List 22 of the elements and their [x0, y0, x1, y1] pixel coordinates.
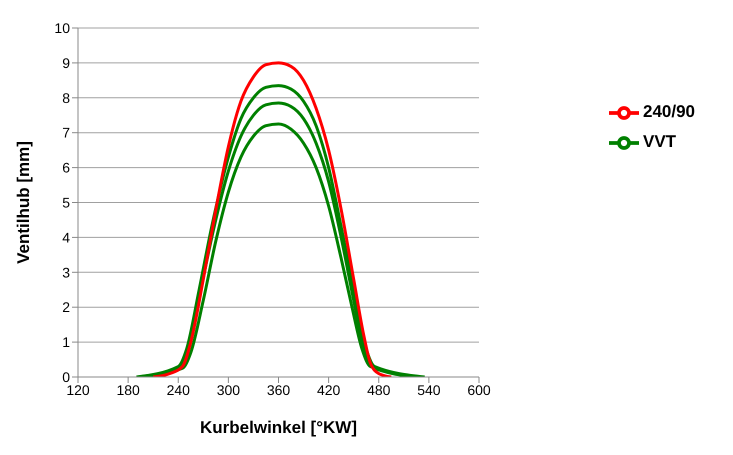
- x-tick-label: 480: [367, 382, 391, 398]
- y-tick-label: 5: [62, 194, 70, 210]
- legend-label: VVT: [643, 132, 676, 152]
- x-axis-title: Kurbelwinkel [°KW]: [200, 418, 357, 438]
- x-tick-label: 180: [116, 382, 140, 398]
- y-axis-title: Ventilhub [mm]: [14, 141, 34, 264]
- y-tick-label: 2: [62, 299, 70, 316]
- x-tick-label: 600: [467, 382, 491, 398]
- y-tick-label: 6: [62, 160, 70, 176]
- y-tick-label: 4: [62, 229, 70, 246]
- x-tick-label: 360: [266, 382, 290, 398]
- y-tick-label: 7: [62, 124, 70, 141]
- y-tick-label: 8: [62, 90, 70, 106]
- y-tick-label: 9: [62, 54, 70, 71]
- y-tick-label: 3: [62, 264, 70, 280]
- legend-label: 240/90: [643, 102, 695, 122]
- y-tick-label: 10: [54, 20, 70, 36]
- y-tick-label: 1: [62, 334, 70, 350]
- x-tick-label: 420: [316, 382, 341, 398]
- x-tick-label: 300: [216, 382, 240, 398]
- x-tick-label: 540: [417, 382, 441, 398]
- x-tick-label: 240: [166, 382, 190, 398]
